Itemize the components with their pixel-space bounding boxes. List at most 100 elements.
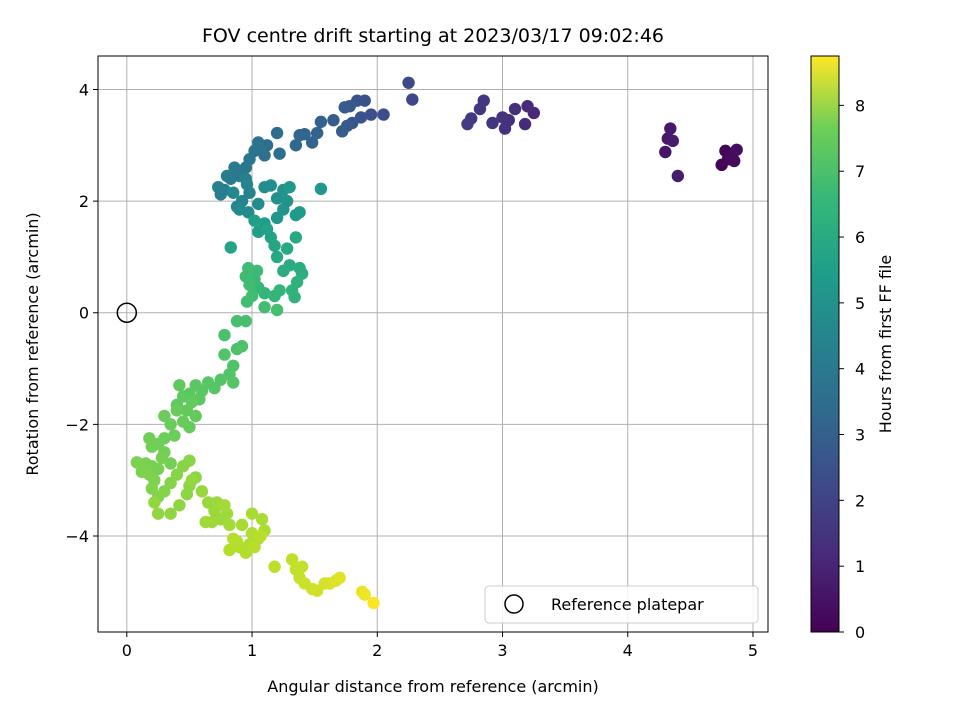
scatter-point: [220, 169, 234, 183]
scatter-point: [224, 241, 237, 254]
data-points: [130, 76, 743, 610]
scatter-point: [168, 429, 181, 442]
scatter-point: [486, 116, 499, 130]
scatter-point: [270, 126, 284, 140]
y-axis-label: Rotation from reference (arcmin): [23, 212, 42, 475]
scatter-point: [155, 451, 169, 465]
scatter-point: [364, 108, 378, 121]
y-tick-label: 2: [79, 192, 89, 211]
scatter-point: [254, 529, 268, 543]
scatter-point: [199, 515, 212, 529]
scatter-point: [277, 264, 290, 278]
scatter-point: [402, 76, 415, 89]
scatter-point: [243, 278, 256, 292]
scatter-point: [270, 211, 284, 225]
scatter-point: [305, 136, 319, 149]
scatter-point: [218, 499, 231, 512]
scatter-point: [212, 180, 225, 194]
colorbar-tick-label: 3: [855, 426, 865, 445]
x-axis-label: Angular distance from reference (arcmin): [267, 677, 598, 696]
scatter-point: [252, 197, 265, 211]
scatter-point: [461, 117, 474, 131]
scatter-point: [230, 314, 244, 328]
scatter-point: [218, 348, 231, 361]
scatter-point: [185, 395, 199, 409]
y-tick-label: 0: [79, 304, 89, 323]
scatter-point: [289, 231, 303, 244]
scatter-point: [521, 100, 534, 113]
x-tick-label: 4: [623, 641, 633, 660]
colorbar: [810, 55, 840, 633]
scatter-point: [270, 303, 284, 317]
scatter-point: [176, 415, 190, 428]
scatter-point: [310, 126, 324, 140]
scatter-point: [283, 180, 296, 194]
scatter-point: [164, 507, 177, 520]
scatter-point: [730, 143, 743, 156]
scatter-point: [158, 409, 171, 423]
scatter-point: [173, 499, 186, 512]
scatter-point: [666, 134, 680, 148]
x-tick-label: 5: [748, 641, 758, 660]
scatter-point: [314, 182, 328, 196]
scatter-point: [518, 117, 532, 131]
scatter-point: [227, 532, 240, 545]
scatter-point: [248, 540, 261, 554]
scatter-point: [228, 161, 241, 174]
scatter-point: [151, 507, 165, 520]
colorbar-tick-label: 4: [855, 360, 865, 379]
x-tick-label: 1: [247, 641, 257, 660]
scatter-point: [173, 379, 186, 392]
scatter-point: [245, 507, 259, 520]
scatter-point: [338, 101, 351, 114]
colorbar-label: Hours from first FF file: [876, 255, 895, 434]
scatter-point: [185, 473, 199, 487]
scatter-point: [239, 314, 252, 328]
scatter-point: [314, 115, 328, 129]
scatter-point: [170, 404, 184, 417]
scatter-point: [258, 300, 271, 314]
y-tick-label: 4: [79, 80, 89, 99]
scatter-point: [268, 560, 281, 573]
scatter-point: [671, 169, 685, 183]
reference-platepar-point: [116, 302, 138, 323]
scatter-point: [223, 543, 236, 557]
y-tick-label: −4: [65, 527, 89, 546]
scatter-point: [295, 560, 309, 573]
scatter-point: [218, 328, 231, 342]
scatter-point: [264, 179, 278, 192]
colorbar-tick-label: 2: [855, 491, 865, 510]
scatter-point: [227, 376, 240, 389]
scatter-point: [148, 496, 161, 509]
scatter-point: [180, 487, 194, 501]
colorbar-tick-label: 7: [855, 162, 865, 181]
scatter-point: [145, 440, 159, 453]
scatter-point: [327, 113, 340, 127]
legend-label: Reference platepar: [551, 595, 704, 614]
scatter-point: [333, 571, 346, 585]
x-tick-label: 2: [372, 641, 382, 660]
reference-marker: [116, 302, 138, 323]
x-tick-label: 3: [497, 641, 507, 660]
scatter-point: [496, 111, 509, 124]
scatter-point: [377, 108, 390, 121]
x-tick-label: 0: [122, 641, 132, 660]
scatter-point: [285, 553, 299, 566]
scatter-point: [406, 93, 419, 106]
colorbar-tick-label: 5: [855, 294, 865, 313]
scatter-point: [498, 122, 512, 135]
scatter-point: [195, 485, 209, 498]
scatter-point: [130, 456, 144, 469]
legend-box: [484, 585, 759, 624]
scatter-point: [223, 518, 236, 532]
scatter-point: [235, 518, 249, 532]
colorbar-ticks: 0 1 2 3 4 5 6 7 8: [839, 96, 865, 642]
scatter-point: [659, 145, 672, 159]
scatter-point: [293, 206, 306, 219]
scatter-point: [289, 139, 303, 152]
scatter-point: [473, 102, 487, 116]
colorbar-tick-label: 8: [855, 96, 865, 115]
scatter-point: [268, 289, 281, 303]
colorbar-tick-label: 0: [855, 623, 865, 642]
